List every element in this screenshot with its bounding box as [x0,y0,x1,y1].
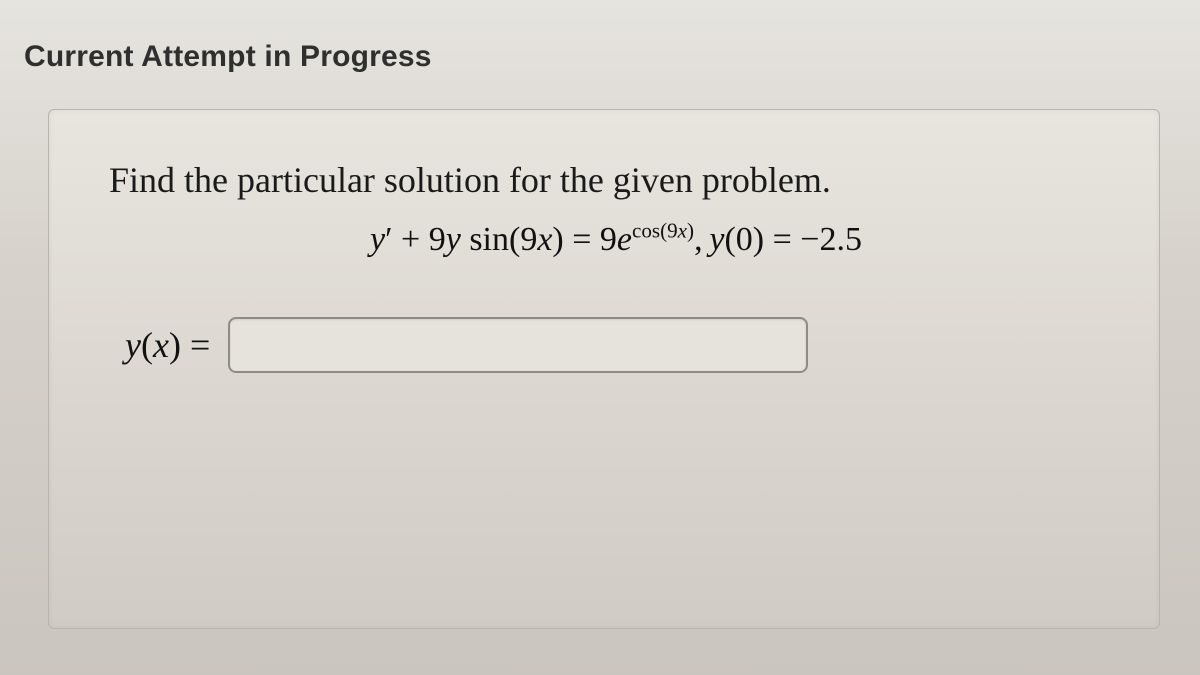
prime-symbol: ′ [385,221,392,258]
e-symbol: e [617,221,632,258]
exp-close: ) [687,219,694,243]
label-y: y [125,325,141,365]
rhs-coef: 9 [600,221,617,258]
attempt-heading: Current Attempt in Progress [24,40,1180,74]
comma-sep: , [694,221,709,258]
sin-func: sin(9 [461,221,538,258]
answer-input[interactable] [228,317,808,373]
problem-prompt: Find the particular solution for the giv… [109,158,1123,203]
var-y: y [370,221,385,258]
label-open-paren: ( [141,325,153,365]
ode-equation: y′ + 9y sin(9x) = 9ecos(9x), y(0) = −2.5 [109,221,1123,259]
coef-9: 9 [429,221,446,258]
page-root: Current Attempt in Progress Find the par… [0,0,1200,675]
exp-cos: cos(9 [632,219,678,243]
ic-y: y [709,221,724,258]
var-y-2: y [446,221,461,258]
ic-value: −2.5 [800,221,862,258]
eq-sign: ) = [552,221,600,258]
exp-x: x [678,219,687,243]
ic-arg: (0) = [724,221,800,258]
label-x: x [153,325,169,365]
answer-row: y(x) = [125,317,1123,373]
exponent: cos(9x) [632,219,694,243]
plus-sign: + [393,221,429,258]
answer-label: y(x) = [125,324,210,366]
var-x: x [537,221,552,258]
label-close-eq: ) = [169,325,210,365]
problem-card: Find the particular solution for the giv… [48,109,1160,629]
